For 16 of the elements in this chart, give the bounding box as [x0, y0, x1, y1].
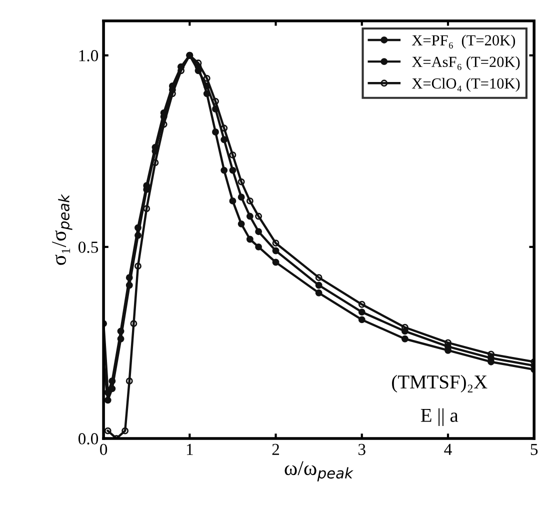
x-tick-label: 5 [530, 444, 538, 456]
x-tick-label: 3 [358, 444, 366, 456]
x-tick-label: 2 [272, 444, 280, 455]
legend-label: X=ClO₄ (T=10K) [412, 78, 520, 92]
y-tick-label: 0.5 [78, 242, 98, 253]
legend-label: X=PF₆ (T=20K) [412, 34, 516, 49]
annotation: (TMTSF)₂X [392, 374, 488, 393]
x-tick-label: 4 [444, 444, 452, 455]
x-tick-label: 0 [100, 444, 108, 456]
x-axis-title: ω/ω$_{peak}$ [284, 461, 354, 482]
y-axis-title: σ₁/σ$_{peak}$ [52, 194, 72, 265]
x-tick-label: 1 [186, 444, 193, 455]
annotation: E || a [420, 408, 458, 426]
legend-label: X=AsF₆ (T=20K) [412, 56, 520, 70]
y-tick-label: 0.0 [78, 433, 98, 444]
y-tick-label: 1.0 [79, 50, 98, 62]
